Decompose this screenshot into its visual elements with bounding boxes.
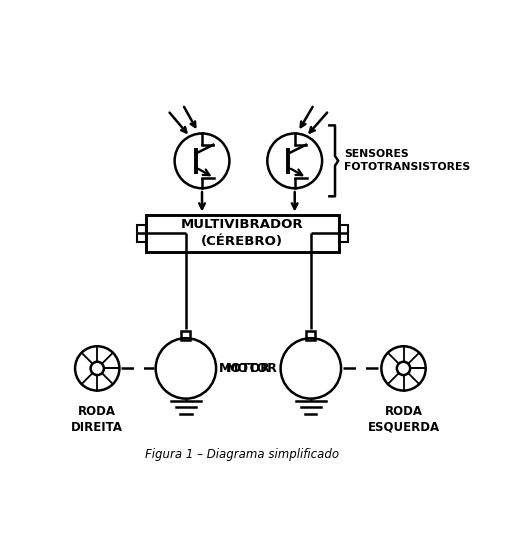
Text: MULTIVIBRADOR
(CÉREBRO): MULTIVIBRADOR (CÉREBRO)	[181, 218, 304, 248]
Text: MOTOR: MOTOR	[226, 362, 278, 375]
Text: Figura 1 – Diagrama simplificado: Figura 1 – Diagrama simplificado	[145, 448, 340, 461]
Bar	[306, 331, 315, 340]
Bar	[181, 331, 190, 340]
Text: RODA
ESQUERDA: RODA ESQUERDA	[368, 405, 439, 434]
Text: RODA
DIREITA: RODA DIREITA	[71, 405, 123, 434]
Bar	[146, 215, 339, 252]
Text: MOTOR: MOTOR	[218, 362, 270, 375]
Text: SENSORES
FOTOTRANSISTORES: SENSORES FOTOTRANSISTORES	[344, 150, 471, 172]
Bar	[137, 225, 146, 242]
Bar	[339, 225, 348, 242]
